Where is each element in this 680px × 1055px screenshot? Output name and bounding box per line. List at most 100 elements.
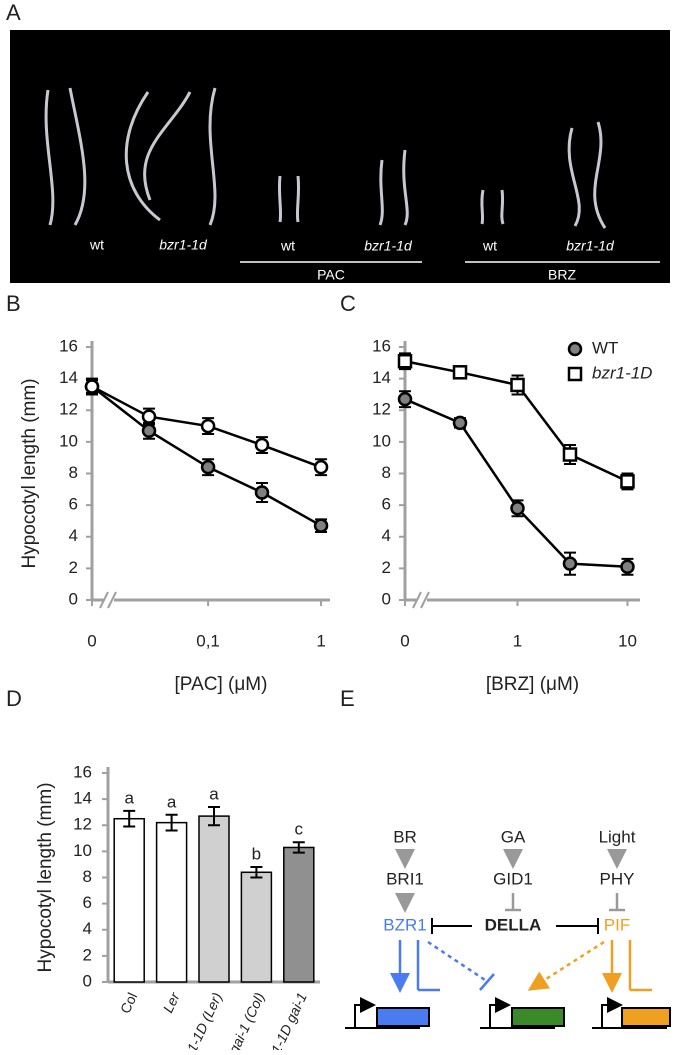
y-tick-label: 2: [83, 945, 92, 964]
series-line: [91, 385, 322, 527]
point: [200, 418, 216, 434]
arrows: [395, 849, 627, 913]
x-axis-label: [PAC] (μM): [175, 674, 268, 695]
y-tick-label: 4: [382, 526, 391, 545]
y-tick-label: 4: [83, 919, 92, 938]
pathway-diagram: BR GA Light BRI1 GID1 PHY BZR1 DELLA PIF: [345, 827, 671, 1029]
error-bar: [165, 813, 178, 832]
point: [397, 353, 413, 369]
error-bar: [123, 809, 136, 828]
y-tick-label: 2: [382, 558, 391, 577]
photo: wt bzr1-1d wt bzr1-1d wt bzr1-1d PAC BRZ: [10, 30, 670, 283]
significance-letter: a: [167, 792, 177, 811]
point: [141, 423, 157, 439]
y-tick-label: 16: [372, 336, 391, 355]
x-tick-label: 1: [316, 631, 325, 650]
point: [313, 459, 329, 475]
significance-letter: c: [295, 820, 304, 839]
y-tick-label: 16: [73, 762, 92, 781]
node: BZR1: [383, 915, 426, 934]
point: [200, 459, 216, 475]
pif-regulation: [527, 940, 652, 993]
y-tick-label: 10: [73, 841, 92, 860]
photo-background: [10, 30, 670, 283]
x-tick-label: 0: [87, 631, 96, 650]
x-tick-label: Col: [117, 990, 140, 1016]
axis-break: [420, 591, 430, 609]
y-tick-label: 6: [69, 495, 78, 514]
y-tick-label: 14: [59, 368, 78, 387]
y-tick-label: 14: [372, 368, 391, 387]
point: [620, 474, 635, 489]
y-tick-label: 2: [69, 558, 78, 577]
legend-label: bzr1-1D: [592, 363, 652, 382]
seedling-label: wt: [89, 237, 104, 253]
x-tick-label: 0,1: [196, 631, 220, 650]
axis-break: [412, 591, 422, 609]
y-tick-label: 12: [59, 400, 78, 419]
y-tick-label: 4: [69, 526, 78, 545]
point: [452, 365, 468, 380]
panel-label: E: [340, 686, 355, 711]
series-line: [404, 398, 628, 569]
significance-letter: b: [252, 845, 261, 864]
bzr1-regulation: [390, 940, 495, 993]
x-tick-label: 1: [513, 631, 522, 650]
significance-letter: a: [209, 784, 219, 803]
seedling-label: bzr1-1d: [159, 237, 208, 253]
x-tick-label: Ler: [160, 989, 184, 1015]
point: [562, 447, 578, 462]
seedling-label: bzr1-1d: [566, 238, 615, 254]
y-tick-label: 0: [69, 589, 78, 608]
bar: [283, 846, 315, 983]
bar: [240, 871, 273, 983]
point: [84, 379, 100, 394]
y-tick-label: 0: [382, 589, 391, 608]
panel-label: B: [6, 291, 21, 316]
y-tick-label: 0: [83, 971, 92, 990]
y-axis-label: Hypocotyl length (mm): [19, 378, 40, 568]
bar: [198, 815, 230, 983]
treatment-label: PAC: [317, 267, 345, 283]
y-tick-label: 12: [372, 400, 391, 419]
x-tick-label: 0: [400, 631, 409, 650]
y-axis-label: Hypocotyl length (mm): [35, 782, 56, 972]
node: PHY: [600, 869, 635, 888]
node: GA: [501, 827, 526, 846]
seedling-label: wt: [482, 238, 497, 254]
legend-marker: [567, 341, 583, 357]
point: [620, 559, 635, 575]
y-tick-label: 8: [382, 463, 391, 482]
node: BRI1: [386, 869, 424, 888]
y-tick-label: 10: [372, 431, 391, 450]
y-tick-label: 14: [73, 789, 92, 808]
error-bar: [208, 805, 220, 827]
bar: [155, 821, 188, 983]
y-tick-label: 10: [59, 431, 78, 450]
y-tick-label: 6: [83, 893, 92, 912]
error-bar: [292, 841, 305, 854]
node: PIF: [604, 915, 630, 934]
y-tick-label: 16: [59, 336, 78, 355]
seedling-label: wt: [280, 238, 295, 254]
point: [510, 377, 525, 393]
point: [510, 501, 525, 516]
della-inhibition: [431, 918, 599, 934]
y-tick-label: 8: [83, 867, 92, 886]
x-tick-label: gai-1 (Col): [225, 990, 267, 1050]
genes: [345, 1005, 671, 1029]
significance-letter: a: [124, 788, 134, 807]
bar: [113, 817, 145, 983]
panel-label: A: [6, 0, 21, 25]
node: Light: [599, 827, 636, 846]
axis-break: [99, 591, 109, 609]
y-tick-label: 6: [382, 495, 391, 514]
point: [141, 409, 157, 424]
x-tick-label: bzr1-1D gai-1: [260, 990, 310, 1050]
node: DELLA: [485, 915, 542, 934]
y-tick-label: 8: [69, 463, 78, 482]
point: [397, 391, 413, 407]
point: [562, 556, 578, 571]
node: GID1: [493, 869, 533, 888]
